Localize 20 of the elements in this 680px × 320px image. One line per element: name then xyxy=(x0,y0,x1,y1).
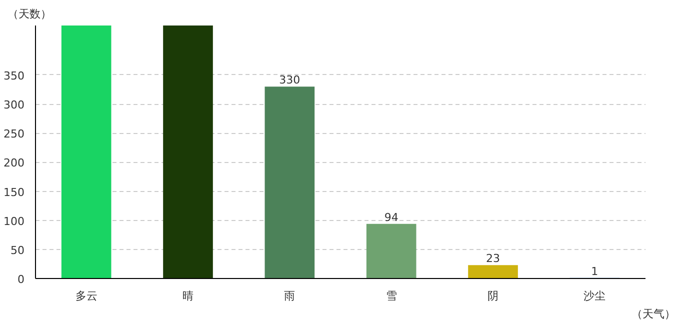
y-tick-label: 0 xyxy=(18,273,24,286)
y-tick-label: 350 xyxy=(4,69,25,82)
y-tick-label: 100 xyxy=(4,214,25,228)
data-label: 330 xyxy=(279,74,300,87)
y-tick-label: 300 xyxy=(4,98,25,112)
data-label: 1 xyxy=(591,264,598,278)
x-tick-label: 沙尘 xyxy=(584,290,606,302)
y-axis-title: （天数） xyxy=(8,8,52,20)
x-tick-label: 雪 xyxy=(386,290,397,302)
x-tick-label: 多云 xyxy=(75,290,98,302)
x-tick-label: 晴 xyxy=(182,290,194,302)
x-tick-label: 阴 xyxy=(488,290,498,302)
y-tick-label: 50 xyxy=(10,244,25,257)
x-axis-title: （天气） xyxy=(632,308,676,320)
x-tick-label: 雨 xyxy=(284,290,296,302)
data-label: 23 xyxy=(486,252,500,266)
data-label: 94 xyxy=(384,210,398,224)
y-tick-label: 200 xyxy=(4,156,25,170)
y-tick-label: 250 xyxy=(4,128,25,141)
y-tick-label: 150 xyxy=(4,186,25,199)
